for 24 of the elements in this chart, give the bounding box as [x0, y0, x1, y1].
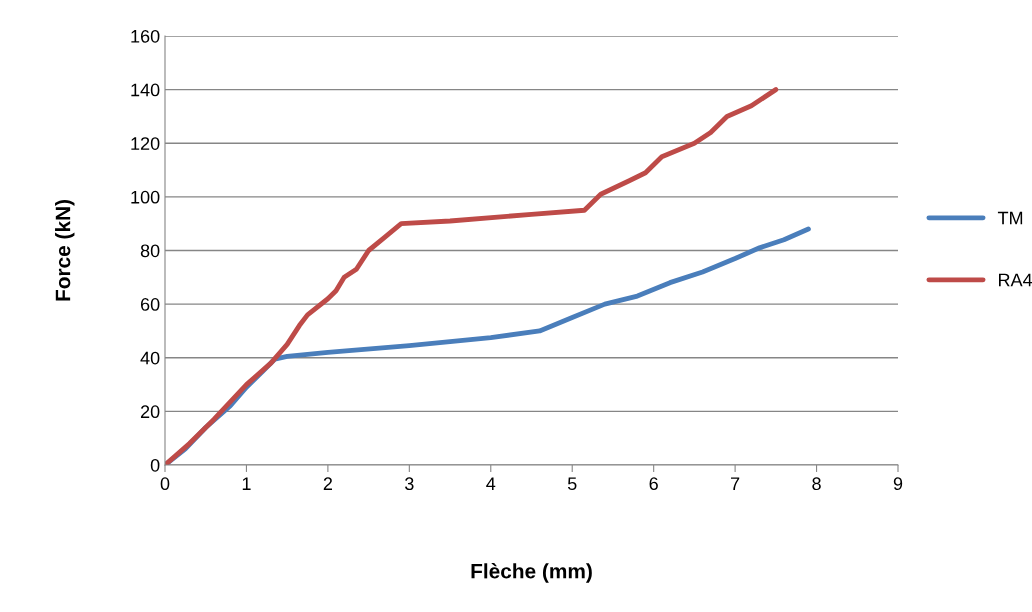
x-axis-title: Flèche (mm): [471, 563, 592, 583]
y-tick-label: 60: [140, 298, 160, 311]
x-tick-label: 0: [160, 477, 170, 491]
x-tick-label: 8: [812, 477, 821, 491]
y-axis-title: Force (kN): [55, 200, 75, 301]
x-tick-label: 1: [242, 477, 251, 490]
y-tick-label: 80: [140, 244, 160, 258]
y-tick-label: 160: [131, 29, 160, 43]
x-tick-label: 4: [486, 477, 496, 490]
x-tick-label: 9: [893, 477, 903, 491]
y-tick-label: 20: [140, 405, 160, 419]
y-tick-label: 140: [131, 83, 160, 97]
x-tick-label: 3: [405, 477, 414, 491]
y-tick-label: 120: [131, 137, 160, 150]
y-tick-label: 40: [140, 351, 160, 365]
y-tick-label: 100: [131, 190, 160, 204]
x-tick-label: 5: [567, 477, 577, 491]
line-series: [165, 87, 779, 465]
x-tick-label: 7: [731, 477, 740, 490]
legend-label: RA4: [999, 273, 1032, 287]
y-tick-label: 0: [150, 458, 160, 472]
x-tick-label: 6: [649, 477, 658, 491]
x-tick-label: 2: [323, 477, 332, 490]
legend-label: TM: [997, 211, 1023, 225]
